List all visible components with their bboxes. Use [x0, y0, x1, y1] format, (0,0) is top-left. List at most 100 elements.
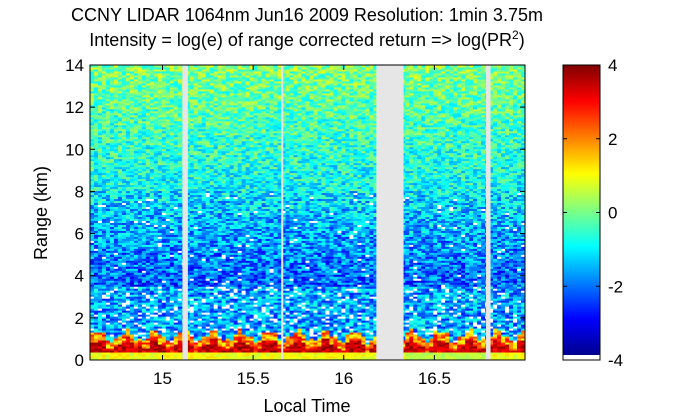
heatmap-cell	[113, 334, 119, 337]
heatmap-cell	[133, 254, 139, 257]
heatmap-cell	[113, 260, 119, 263]
heatmap-cell	[109, 160, 115, 164]
heatmap-cell	[129, 268, 135, 271]
heatmap-cell	[129, 290, 135, 293]
heatmap-cell	[93, 258, 99, 261]
heatmap-cell	[117, 96, 123, 100]
heatmap-cell	[93, 236, 99, 239]
heatmap-cell	[109, 152, 115, 156]
heatmap-cell	[105, 158, 111, 162]
heatmap-cell	[105, 82, 111, 86]
heatmap-cell	[125, 220, 131, 223]
heatmap-cell	[129, 264, 135, 267]
heatmap-cell	[129, 80, 135, 84]
heatmap-cell	[90, 82, 95, 86]
heatmap-cell	[105, 316, 111, 319]
heatmap-cell	[109, 126, 115, 130]
heatmap-cell	[117, 246, 123, 249]
heatmap-cell	[90, 124, 95, 128]
heatmap-cell	[121, 324, 127, 327]
heatmap-cell	[109, 106, 115, 110]
heatmap-cell	[101, 194, 107, 198]
heatmap-cell	[117, 348, 123, 351]
heatmap-cell	[121, 184, 127, 188]
heatmap-cell	[97, 92, 103, 96]
heatmap-cell	[113, 358, 119, 360]
heatmap-cell	[117, 252, 123, 255]
heatmap-cell	[129, 278, 135, 281]
heatmap-cell	[121, 178, 127, 182]
heatmap-cell	[101, 348, 107, 351]
heatmap-cell	[121, 116, 127, 120]
heatmap-cell	[117, 326, 123, 329]
heatmap-cell	[97, 100, 103, 104]
heatmap-cell	[117, 124, 123, 128]
heatmap-cell	[117, 65, 123, 68]
heatmap-cell	[129, 152, 135, 156]
heatmap-cell	[101, 358, 107, 360]
heatmap-cell	[129, 190, 135, 194]
heatmap-cell	[129, 65, 135, 68]
heatmap-cell	[117, 328, 123, 331]
heatmap-cell	[121, 244, 127, 247]
heatmap-cell	[93, 178, 99, 182]
heatmap-cell	[93, 68, 99, 72]
heatmap-cell	[93, 266, 99, 269]
heatmap-cell	[121, 230, 127, 233]
heatmap-cell	[97, 170, 103, 174]
heatmap-cell	[117, 100, 123, 104]
heatmap-cell	[101, 280, 107, 283]
heatmap-cell	[93, 146, 99, 150]
heatmap-cell	[133, 212, 139, 215]
heatmap-cell	[129, 224, 135, 227]
heatmap-cell	[129, 90, 135, 94]
heatmap-cell	[113, 86, 119, 90]
heatmap-cell	[105, 170, 111, 174]
heatmap-cell	[93, 296, 99, 299]
heatmap-cell	[109, 124, 115, 128]
heatmap-cell	[117, 156, 123, 160]
heatmap-cell	[113, 194, 119, 198]
heatmap-cell	[109, 312, 115, 315]
heatmap-cell	[101, 116, 107, 120]
heatmap-cell	[133, 356, 139, 359]
heatmap-cell	[109, 354, 115, 357]
heatmap-cell	[90, 268, 95, 271]
heatmap-cell	[105, 270, 111, 273]
heatmap-cell	[121, 72, 127, 76]
heatmap-cell	[101, 90, 107, 94]
heatmap-cell	[129, 160, 135, 164]
heatmap-cell	[97, 108, 103, 112]
heatmap-cell	[97, 200, 103, 204]
heatmap-cell	[121, 298, 127, 301]
heatmap-cell	[101, 294, 107, 297]
heatmap-cell	[97, 130, 103, 134]
heatmap-cell	[117, 256, 123, 259]
heatmap-cell	[125, 148, 131, 152]
heatmap-cell	[93, 104, 99, 108]
heatmap-cell	[117, 180, 123, 184]
heatmap-cell	[129, 344, 135, 347]
heatmap-cell	[125, 162, 131, 166]
heatmap-cell	[93, 94, 99, 98]
heatmap-cell	[133, 230, 139, 233]
heatmap-cell	[117, 130, 123, 134]
heatmap-cell	[133, 308, 139, 311]
heatmap-cell	[101, 132, 107, 136]
heatmap-cell	[93, 334, 99, 337]
heatmap-cell	[133, 320, 139, 323]
heatmap-cell	[101, 172, 107, 176]
heatmap-cell	[125, 218, 131, 221]
heatmap-cell	[129, 162, 135, 166]
heatmap-cell	[117, 266, 123, 269]
heatmap-cell	[109, 284, 115, 287]
heatmap-cell	[93, 186, 99, 190]
heatmap-cell	[121, 148, 127, 152]
heatmap-cell	[129, 254, 135, 257]
heatmap-cell	[97, 74, 103, 78]
heatmap-cell	[125, 132, 131, 136]
heatmap-cell	[125, 188, 131, 192]
heatmap-cell	[90, 70, 95, 74]
heatmap-cell	[105, 140, 111, 144]
heatmap-cell	[101, 112, 107, 116]
